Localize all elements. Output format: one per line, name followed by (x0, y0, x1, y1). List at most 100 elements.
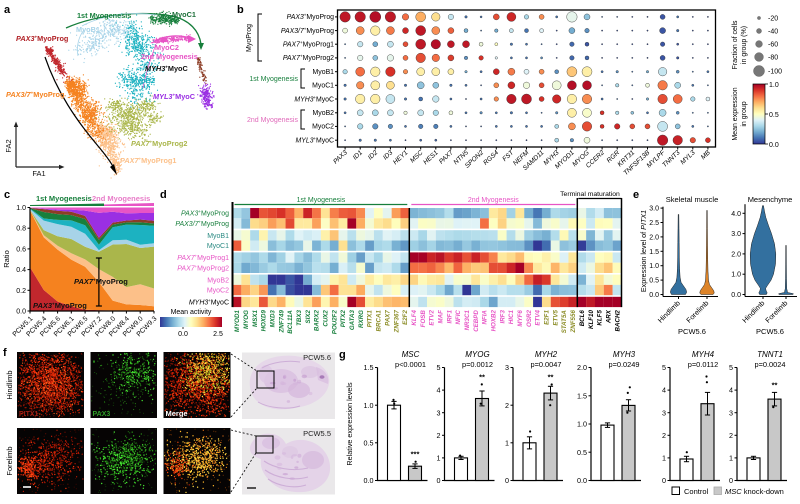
svg-text:PAX3+MyoProg: PAX3+MyoProg (16, 34, 68, 43)
svg-text:0.5: 0.5 (769, 112, 779, 119)
svg-text:MYH2: MYH2 (535, 350, 558, 359)
svg-text:-20: -20 (768, 16, 778, 23)
svg-text:MYH3+MyoC: MYH3+MyoC (294, 95, 334, 104)
svg-text:4.0: 4.0 (731, 211, 741, 218)
svg-text:CUX2: CUX2 (323, 310, 330, 327)
svg-text:CEBPD: CEBPD (473, 310, 480, 332)
svg-text:0.0: 0.0 (731, 292, 741, 299)
svg-text:SIX2: SIX2 (305, 310, 312, 324)
svg-text:MYH3+MyoC: MYH3+MyoC (145, 64, 189, 73)
svg-text:PAX7+MyoProg2: PAX7+MyoProg2 (283, 54, 334, 63)
svg-text:2nd Myogenesis: 2nd Myogenesis (468, 197, 519, 204)
svg-text:-40: -40 (768, 29, 778, 36)
svg-text:Mean expression: Mean expression (732, 87, 739, 140)
svg-text:a: a (4, 4, 11, 16)
svg-text:Skeletal muscle: Skeletal muscle (666, 195, 719, 204)
svg-text:p<0.0001: p<0.0001 (395, 360, 426, 369)
svg-text:0.0: 0.0 (178, 331, 188, 338)
svg-text:in group (%): in group (%) (741, 26, 748, 64)
svg-text:0.0: 0.0 (649, 292, 659, 299)
svg-text:2.0: 2.0 (649, 234, 659, 241)
svg-text:PAX3: PAX3 (332, 149, 349, 166)
svg-text:MSX1: MSX1 (252, 310, 259, 327)
svg-text:Control: Control (684, 487, 709, 496)
svg-text:2: 2 (662, 431, 666, 440)
svg-text:PAX7+MyoProg2: PAX7+MyoProg2 (131, 139, 187, 148)
svg-text:RGS4: RGS4 (482, 149, 500, 167)
svg-text:MyoB1: MyoB1 (313, 69, 335, 76)
svg-text:PAX3: PAX3 (93, 411, 111, 418)
svg-text:***: *** (411, 450, 420, 459)
svg-text:3: 3 (437, 408, 441, 417)
svg-text:0.0: 0.0 (769, 142, 779, 149)
svg-text:2.5: 2.5 (649, 220, 659, 227)
svg-text:Forelimb: Forelimb (684, 299, 710, 325)
svg-text:1.5: 1.5 (364, 363, 374, 372)
svg-text:**: ** (479, 372, 485, 381)
svg-text:BCL6: BCL6 (579, 310, 586, 327)
svg-text:ETV5: ETV5 (552, 310, 559, 326)
svg-text:3: 3 (729, 408, 733, 417)
svg-text:PAX3/7+MyoProg: PAX3/7+MyoProg (175, 219, 229, 228)
svg-text:2nd Myogenesis: 2nd Myogenesis (247, 117, 298, 124)
svg-text:BRCA1: BRCA1 (376, 310, 383, 332)
svg-text:in group: in group (741, 101, 748, 126)
svg-text:ARX: ARX (605, 309, 612, 324)
svg-text:Merge: Merge (166, 409, 188, 418)
svg-text:MyoB2: MyoB2 (207, 277, 229, 284)
svg-text:MYH4: MYH4 (692, 350, 715, 359)
svg-text:-60: -60 (768, 42, 778, 49)
svg-text:PAX3+MyoProg: PAX3+MyoProg (33, 301, 87, 310)
svg-text:2: 2 (437, 431, 441, 440)
svg-text:-100: -100 (768, 69, 782, 76)
svg-text:1: 1 (437, 454, 441, 463)
svg-text:Relative expression levels: Relative expression levels (345, 382, 354, 466)
svg-text:PCW5.6: PCW5.6 (678, 327, 706, 336)
svg-text:e: e (633, 189, 639, 201)
svg-text:0.0: 0.0 (16, 309, 26, 316)
svg-text:MyoC2: MyoC2 (155, 43, 179, 52)
svg-text:p=0.0012: p=0.0012 (462, 360, 493, 369)
svg-text:1.0: 1.0 (731, 272, 741, 279)
svg-text:PITX1: PITX1 (367, 310, 374, 328)
svg-text:ZNF556: ZNF556 (570, 310, 577, 334)
svg-text:E2F2: E2F2 (402, 310, 409, 325)
svg-text:MSC knock-down: MSC knock-down (725, 487, 784, 496)
svg-text:ZNF749: ZNF749 (278, 310, 285, 334)
svg-text:2: 2 (505, 401, 509, 410)
svg-text:p=0.0024: p=0.0024 (754, 360, 785, 369)
svg-text:Mean activity: Mean activity (171, 309, 212, 316)
svg-text:p=0.0112: p=0.0112 (688, 360, 718, 369)
svg-text:1.0: 1.0 (16, 205, 26, 212)
svg-text:1.0: 1.0 (649, 263, 659, 270)
svg-text:4: 4 (662, 386, 666, 395)
svg-text:0.5: 0.5 (649, 278, 659, 285)
svg-text:ID1: ID1 (352, 149, 365, 161)
svg-text:3: 3 (505, 363, 509, 372)
svg-text:2.0: 2.0 (577, 363, 587, 372)
svg-text:1.0: 1.0 (364, 401, 374, 410)
svg-text:ZNF367: ZNF367 (393, 310, 400, 334)
svg-text:PCW5.6: PCW5.6 (756, 327, 784, 336)
svg-text:KLF4: KLF4 (411, 310, 418, 326)
svg-text:MYH3: MYH3 (613, 350, 636, 359)
svg-text:MYL3+MyoC: MYL3+MyoC (153, 92, 196, 101)
svg-text:Fraction of cells: Fraction of cells (732, 20, 739, 70)
svg-text:NFIA: NFIA (482, 310, 489, 325)
svg-text:MYOG: MYOG (465, 350, 489, 359)
svg-text:0: 0 (437, 476, 441, 485)
svg-text:PAX7+MyoProg1: PAX7+MyoProg1 (120, 156, 176, 165)
svg-text:HOXB2: HOXB2 (491, 310, 498, 332)
svg-text:4: 4 (729, 386, 733, 395)
svg-text:MAF: MAF (437, 310, 444, 324)
svg-text:RXRG: RXRG (358, 310, 365, 328)
svg-text:NFIC: NFIC (455, 310, 462, 325)
svg-text:0: 0 (662, 476, 666, 485)
svg-text:PAX3+MyoProg: PAX3+MyoProg (287, 13, 334, 22)
svg-text:BARX2: BARX2 (314, 310, 321, 332)
svg-text:PAX7+MyoProg: PAX7+MyoProg (74, 277, 128, 286)
svg-text:MYOD1: MYOD1 (234, 310, 241, 333)
svg-text:GATA3: GATA3 (349, 310, 356, 331)
svg-text:PAX3/7+MyoProg: PAX3/7+MyoProg (281, 26, 334, 35)
svg-text:1: 1 (729, 454, 733, 463)
